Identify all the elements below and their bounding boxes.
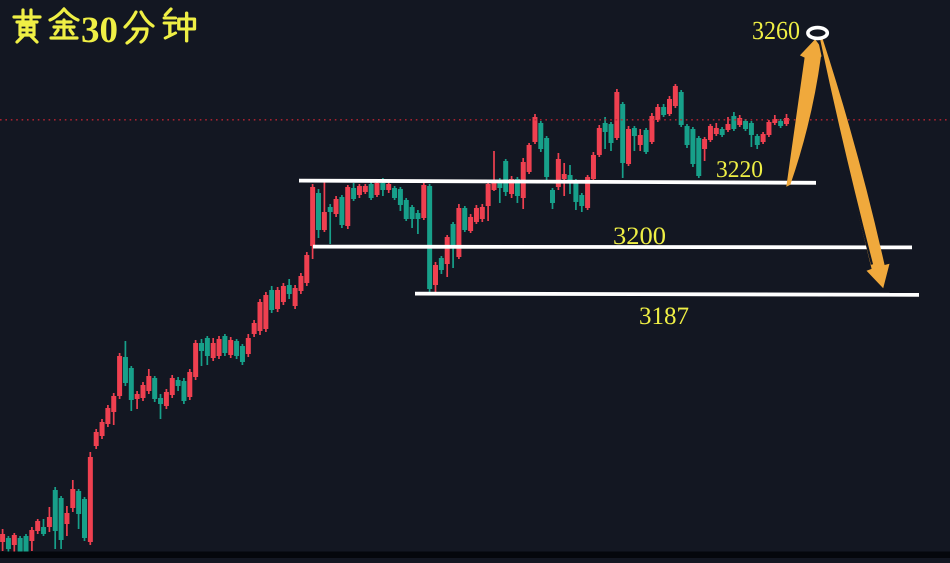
svg-text:3200: 3200 [613,223,666,250]
svg-text:3187: 3187 [639,303,689,330]
svg-text:3260: 3260 [752,16,800,45]
svg-text:30: 30 [81,10,118,51]
svg-text:3220: 3220 [716,157,763,183]
